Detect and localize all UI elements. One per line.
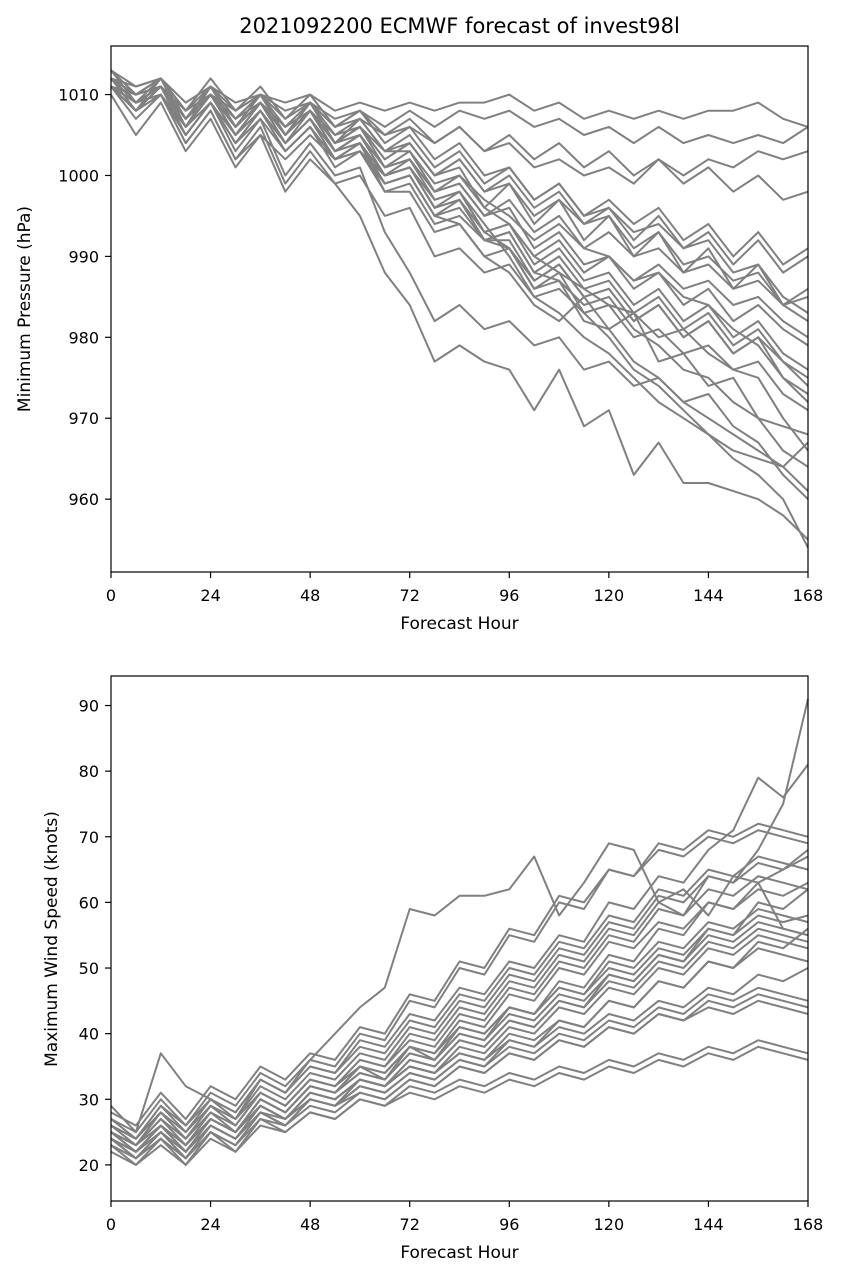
pressure-series-line-11 (110, 85, 809, 412)
pressure-series-line-5 (110, 69, 809, 314)
pressure-y-tick-label: 1000 (58, 166, 99, 185)
wind-series-line-19 (110, 999, 809, 1160)
pressure-x-tick-label: 72 (400, 586, 420, 605)
wind-y-tick-label: 40 (79, 1025, 99, 1044)
wind-x-tick-label: 24 (200, 1215, 220, 1234)
wind-panel: 0 24 48 72 96 120 144 168 20 30 40 50 60 70 80 90 Fore… (42, 675, 823, 1263)
pressure-y-tick-label: 990 (68, 247, 99, 266)
wind-series-line-8 (110, 842, 809, 1134)
pressure-series-line-7 (110, 77, 809, 128)
wind-x-axis-ticks: 0 24 48 72 96 120 144 168 (106, 1201, 823, 1234)
figure-title: 2021092200 ECMWF forecast of invest98l (239, 14, 680, 38)
wind-plot-frame (110, 675, 809, 1202)
wind-y-tick-label: 70 (79, 828, 99, 847)
wind-series-line-16 (110, 1045, 809, 1166)
wind-x-tick-label: 168 (793, 1215, 824, 1234)
wind-y-tick-label: 50 (79, 959, 99, 978)
pressure-series-line-23 (110, 77, 809, 266)
pressure-series-line-21 (110, 69, 809, 371)
wind-y-axis-ticks: 20 30 40 50 60 70 80 90 (79, 697, 111, 1175)
pressure-x-tick-label: 24 (200, 586, 220, 605)
wind-series-line-12 (110, 993, 809, 1160)
wind-x-tick-label: 96 (499, 1215, 519, 1234)
wind-series-group (110, 698, 809, 1166)
wind-series-line-17 (110, 875, 809, 1147)
pressure-series-line-22 (110, 85, 809, 387)
pressure-series-line-3 (110, 77, 809, 436)
pressure-y-axis-label: Minimum Pressure (hPa) (15, 206, 35, 412)
wind-series-line-2 (110, 888, 809, 1160)
wind-series-line-1 (110, 698, 809, 1147)
pressure-plot-frame (110, 45, 809, 573)
pressure-y-tick-label: 970 (68, 409, 99, 428)
pressure-series-group (110, 69, 809, 549)
pressure-series-line-25 (110, 85, 809, 274)
pressure-series-line-1 (110, 77, 809, 549)
pressure-series-line-12 (110, 77, 809, 500)
pressure-x-tick-label: 48 (300, 586, 320, 605)
pressure-y-tick-label: 1010 (58, 86, 99, 105)
wind-series-line-10 (110, 1039, 809, 1166)
pressure-series-line-8 (110, 85, 809, 145)
pressure-y-tick-label: 960 (68, 490, 99, 509)
wind-series-line-22 (110, 914, 809, 1140)
pressure-series-line-16 (110, 77, 809, 492)
pressure-x-tick-label: 120 (594, 586, 625, 605)
wind-y-tick-label: 60 (79, 893, 99, 912)
pressure-series-line-13 (110, 85, 809, 541)
pressure-x-axis-label: Forecast Hour (400, 614, 518, 634)
wind-y-tick-label: 20 (79, 1156, 99, 1175)
wind-x-tick-label: 0 (106, 1215, 116, 1234)
wind-series-line-5 (110, 881, 809, 1147)
wind-series-line-20 (110, 855, 809, 1140)
wind-y-axis-label: Maximum Wind Speed (knots) (42, 811, 62, 1067)
wind-series-line-6 (110, 829, 809, 1134)
wind-y-tick-label: 80 (79, 762, 99, 781)
wind-y-tick-label: 30 (79, 1090, 99, 1109)
wind-x-tick-label: 72 (400, 1215, 420, 1234)
pressure-series-line-24 (110, 77, 809, 395)
pressure-panel: 0 24 48 72 96 120 144 168 96097098099010001010 … (15, 45, 823, 634)
wind-x-tick-label: 120 (594, 1215, 625, 1234)
pressure-x-tick-label: 168 (793, 586, 824, 605)
pressure-x-tick-label: 0 (106, 586, 116, 605)
wind-series-line-13 (110, 822, 809, 1127)
wind-x-tick-label: 48 (300, 1215, 320, 1234)
wind-x-axis-label: Forecast Hour (400, 1243, 518, 1263)
pressure-y-tick-label: 980 (68, 328, 99, 347)
wind-series-line-23 (110, 908, 809, 1153)
pressure-x-axis-ticks: 0 24 48 72 96 120 144 168 (106, 572, 823, 605)
pressure-x-tick-label: 96 (499, 586, 519, 605)
wind-series-line-3 (110, 763, 809, 1140)
wind-x-tick-label: 144 (693, 1215, 724, 1234)
pressure-series-line-15 (110, 69, 809, 201)
pressure-y-axis-ticks: 960 970 980 990 1000 1010 (58, 86, 111, 509)
pressure-x-tick-label: 144 (693, 586, 724, 605)
wind-y-tick-label: 90 (79, 697, 99, 716)
